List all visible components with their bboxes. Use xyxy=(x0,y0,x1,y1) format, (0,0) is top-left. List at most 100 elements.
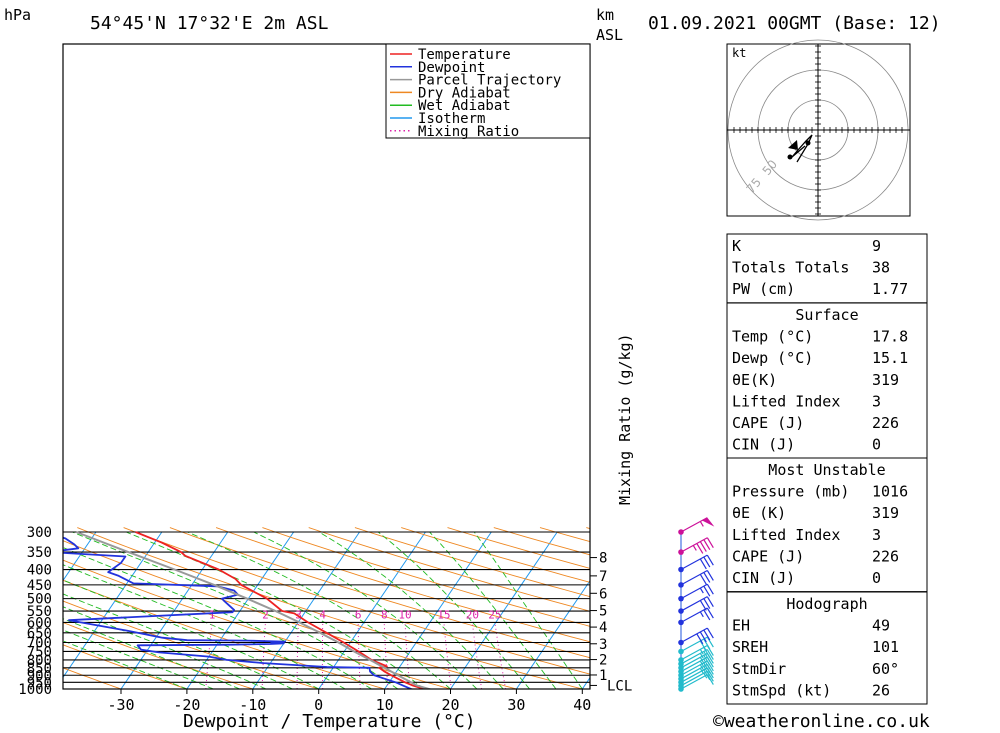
mixing-ratio-labels: 1 2 3 4 6 8 10 15 20 25 xyxy=(209,608,502,621)
hodograph_table-table xyxy=(726,591,928,705)
hodograph_table-row-label: SREH xyxy=(732,638,768,656)
mixing-ratio-label: 3 xyxy=(295,608,302,621)
mixing-ratio-axis-title: Mixing Ratio (g/kg) xyxy=(616,333,634,505)
legend-label: Dry Adiabat xyxy=(418,85,511,101)
mixing-ratio-line xyxy=(357,622,361,689)
pressure-tick-label: 1000 xyxy=(18,682,52,698)
hodograph_table-row-value: 60° xyxy=(872,660,899,678)
most_unstable-row-value: 0 xyxy=(872,569,881,587)
wind-barb xyxy=(678,607,714,626)
wet-adiabat-line xyxy=(63,593,293,689)
copyright-text: ©weatheronline.co.uk xyxy=(713,711,930,732)
wet-adiabat-line xyxy=(429,531,557,689)
stability-table xyxy=(726,233,928,304)
wind-barb xyxy=(678,569,714,588)
x-tick-label: -30 xyxy=(107,696,134,714)
most_unstable-row-label: CIN (J) xyxy=(732,569,795,587)
temperature-axis: -30 -20 -10 0 10 20 30 40 xyxy=(107,689,591,714)
wet-adiabat-line xyxy=(318,531,504,689)
dry-adiabat-line xyxy=(215,527,590,643)
x-tick-label: -20 xyxy=(173,696,200,714)
isotherm-line xyxy=(63,531,97,582)
dry-adiabat-line xyxy=(354,527,590,598)
surface-row-label: θE(K) xyxy=(732,371,777,389)
x-tick-label: 30 xyxy=(507,696,525,714)
legend-label: Temperature xyxy=(418,47,511,63)
wind-barb xyxy=(678,596,714,614)
datetime-title: 01.09.2021 00GMT (Base: 12) xyxy=(648,13,941,34)
mixing-ratio-label: 10 xyxy=(398,608,411,621)
legend-label: Parcel Trajectory xyxy=(418,73,561,89)
pressure-tick-label: 950 xyxy=(27,675,52,691)
isobar-lines xyxy=(63,531,590,690)
surface-row-value: 319 xyxy=(872,371,899,389)
surface-row-label: Dewp (°C) xyxy=(732,349,813,367)
mixing-ratio-line xyxy=(383,622,389,689)
wind-barb xyxy=(678,649,714,667)
mixing-ratio-label: 8 xyxy=(381,608,388,621)
km-tick-label: 1 xyxy=(599,668,607,684)
stability-row-label: PW (cm) xyxy=(732,280,795,298)
mixing-ratio-label: 20 xyxy=(466,608,479,621)
hodograph_table-row-value: 101 xyxy=(872,638,899,656)
most_unstable-row-label: Pressure (mb) xyxy=(732,483,849,501)
hodograph_table-row-value: 26 xyxy=(872,681,890,699)
pressure-tick-label: 500 xyxy=(27,592,52,608)
hodograph_table-row-label: StmSpd (kt) xyxy=(732,681,831,699)
km-tick-label: 2 xyxy=(599,653,607,669)
hodograph-unit: kt xyxy=(732,46,746,60)
pressure-tick-label: 550 xyxy=(27,604,52,620)
surface-row-value: 226 xyxy=(872,414,899,432)
legend-label: Mixing Ratio xyxy=(418,124,519,140)
most_unstable-heading: Most Unstable xyxy=(768,461,885,479)
hodograph_table-row-value: 49 xyxy=(872,617,890,635)
surface-row-value: 0 xyxy=(872,436,881,454)
storm-motion-arrow xyxy=(788,140,798,150)
dry-adiabat-line xyxy=(123,527,590,675)
isotherm-line xyxy=(0,532,30,689)
parcel-trajectory-profile xyxy=(75,531,433,689)
surface-row-value: 15.1 xyxy=(872,349,908,367)
km-unit-label: km xyxy=(596,6,614,24)
pressure-tick-label: 300 xyxy=(27,525,52,541)
x-tick-label: 20 xyxy=(441,696,459,714)
pressure-tick-label: 900 xyxy=(27,668,52,684)
most_unstable-row-value: 319 xyxy=(872,504,899,522)
surface-heading: Surface xyxy=(795,306,858,324)
mixing-ratio-label: 1 xyxy=(209,608,216,621)
plot-frame xyxy=(62,43,591,690)
x-tick-label: 10 xyxy=(376,696,394,714)
wind-barbs xyxy=(678,517,715,692)
pressure-tick-label: 450 xyxy=(27,578,52,594)
hodograph_table-heading: Hodograph xyxy=(786,595,867,613)
pressure-tick-label: 750 xyxy=(27,644,52,660)
km-tick-label: 6 xyxy=(599,586,607,602)
legend-label: Wet Adiabat xyxy=(418,98,511,114)
mixing-ratio-label: 6 xyxy=(355,608,362,621)
pressure-unit-label: hPa xyxy=(4,6,31,24)
dry-adiabat-line xyxy=(262,527,590,627)
temperature-profile xyxy=(135,531,430,689)
wind-barb xyxy=(678,583,714,602)
x-tick-label: 40 xyxy=(573,696,591,714)
stability-row-label: K xyxy=(732,237,741,255)
pressure-tick-label: 650 xyxy=(27,626,52,642)
most_unstable-row-value: 226 xyxy=(872,547,899,565)
mixing-ratio-label: 2 xyxy=(262,608,269,621)
sounding-profiles xyxy=(63,531,433,689)
mixing-ratio-label: 25 xyxy=(488,608,501,621)
most_unstable-row-value: 3 xyxy=(872,526,881,544)
mixing-ratio-label: 15 xyxy=(437,608,450,621)
x-axis-title: Dewpoint / Temperature (°C) xyxy=(183,711,476,732)
surface-row-value: 3 xyxy=(872,392,881,410)
surface-row-label: CAPE (J) xyxy=(732,414,804,432)
surface-row-label: CIN (J) xyxy=(732,436,795,454)
wind-barb xyxy=(678,636,714,655)
km-tick-label: LCL xyxy=(607,678,632,694)
x-tick-label: -10 xyxy=(239,696,266,714)
pressure-tick-label: 400 xyxy=(27,563,52,579)
